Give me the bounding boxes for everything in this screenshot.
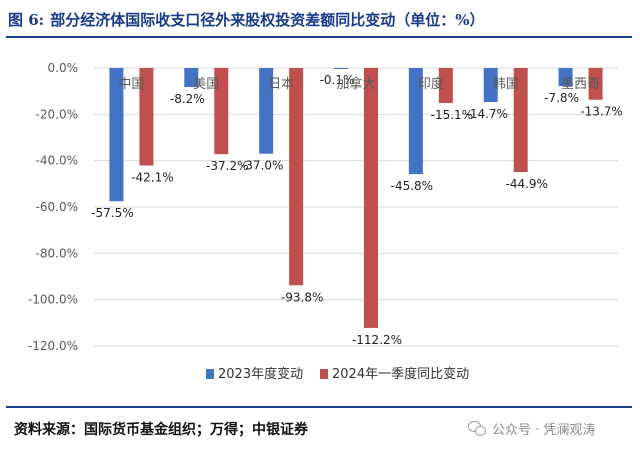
x-category-label: 墨西哥	[561, 77, 600, 92]
chart-area: 0.0% -20.0% -40.0% -60.0% -80.0% -100.0% -120.…	[0, 38, 640, 404]
bar-2024q1	[364, 68, 378, 328]
y-tick-label: -40.0%	[36, 154, 78, 168]
y-tick-label: -100.0%	[28, 293, 78, 307]
y-tick-label: -20.0%	[36, 107, 78, 121]
source-note: 资料来源：国际货币基金组织；万得；中银证券	[14, 422, 308, 438]
figure-title: 图 6: 部分经济体国际收支口径外来股权投资差额同比变动（单位：%）	[8, 6, 632, 34]
x-category-label: 美国	[193, 77, 219, 92]
data-label: -13.7%	[580, 105, 622, 119]
y-tick-label: 0.0%	[48, 61, 79, 75]
legend-swatch	[206, 369, 214, 379]
bar-2024q1	[513, 68, 528, 173]
bar-2023	[259, 68, 274, 154]
data-label: -42.1%	[131, 171, 173, 185]
y-tick-label: -80.0%	[36, 246, 78, 260]
bar-2024q1	[139, 68, 154, 166]
wechat-icon	[468, 420, 486, 436]
data-label: -93.8%	[281, 290, 323, 304]
y-tick-label: -120.0%	[28, 339, 78, 353]
data-label: -45.8%	[391, 179, 433, 193]
x-category-label: 韩国	[493, 77, 519, 92]
watermark: 公众号 · 凭澜观涛	[468, 414, 595, 442]
source-rule	[6, 406, 632, 408]
watermark-text: 公众号 · 凭澜观涛	[492, 422, 596, 438]
bar-2023	[109, 68, 124, 202]
bar-2023	[334, 68, 348, 69]
legend-label: 2024年一季度同比变动	[332, 366, 469, 382]
x-category-label: 加拿大	[336, 76, 375, 92]
data-label: -112.2%	[352, 333, 402, 347]
bar-2023	[483, 68, 498, 103]
data-label: -57.5%	[91, 206, 133, 220]
data-label: -0.1%	[320, 73, 355, 87]
data-label: -14.7%	[465, 107, 507, 121]
bar-2023	[558, 68, 573, 87]
figure-title-text: 部分经济体国际收支口径外来股权投资差额同比变动（单位：%）	[50, 11, 485, 29]
legend-label: 2023年度变动	[218, 366, 303, 382]
data-label: -8.2%	[170, 92, 205, 106]
x-category-label: 日本	[268, 77, 294, 92]
data-label: -7.8%	[544, 91, 579, 105]
bar-2023	[184, 68, 199, 87]
bar-2024q1	[438, 68, 453, 103]
title-rule	[6, 36, 632, 38]
x-category-label: 印度	[418, 76, 444, 92]
data-label: -44.9%	[505, 177, 547, 191]
data-label: -37.2%	[206, 159, 248, 173]
bar-2024q1	[214, 68, 229, 155]
bar-2024q1	[289, 68, 304, 286]
x-category-label: 中国	[118, 77, 144, 92]
figure-number: 图 6:	[8, 11, 45, 29]
y-tick-label: -60.0%	[36, 200, 78, 214]
data-label: -15.1%	[431, 108, 473, 122]
bar-chart: 0.0% -20.0% -40.0% -60.0% -80.0% -100.0% -120.…	[28, 61, 623, 382]
legend-swatch	[320, 369, 328, 379]
bar-2024q1	[588, 68, 603, 100]
bar-2023	[408, 68, 423, 175]
data-label: -37.0%	[241, 159, 283, 173]
